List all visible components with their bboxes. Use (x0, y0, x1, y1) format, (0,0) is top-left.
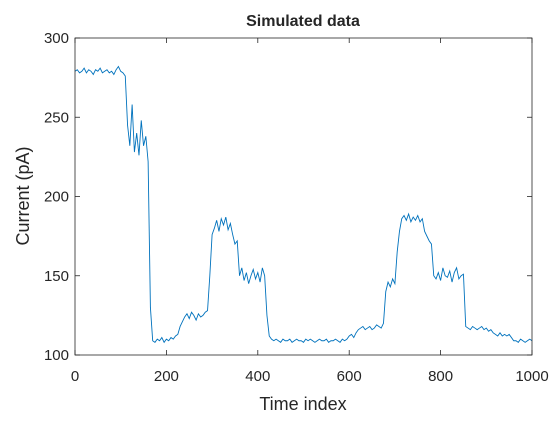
chart-title: Simulated data (246, 13, 360, 30)
y-tick-label: 150 (44, 268, 69, 285)
y-tick-label: 250 (44, 109, 69, 126)
x-tick-label: 400 (245, 368, 270, 385)
x-tick-label: 1000 (515, 368, 548, 385)
data-line (74, 65, 533, 344)
x-tick-label: 200 (154, 368, 179, 385)
y-tick-label: 100 (44, 347, 69, 364)
y-tick-label: 300 (44, 30, 69, 47)
x-tick-label: 0 (71, 368, 79, 385)
x-tick-label: 600 (337, 368, 362, 385)
y-axis-label: Current (pA) (13, 146, 33, 245)
x-tick-label: 800 (428, 368, 453, 385)
y-tick-label: 200 (44, 189, 69, 206)
x-axis-label: Time index (259, 394, 346, 414)
